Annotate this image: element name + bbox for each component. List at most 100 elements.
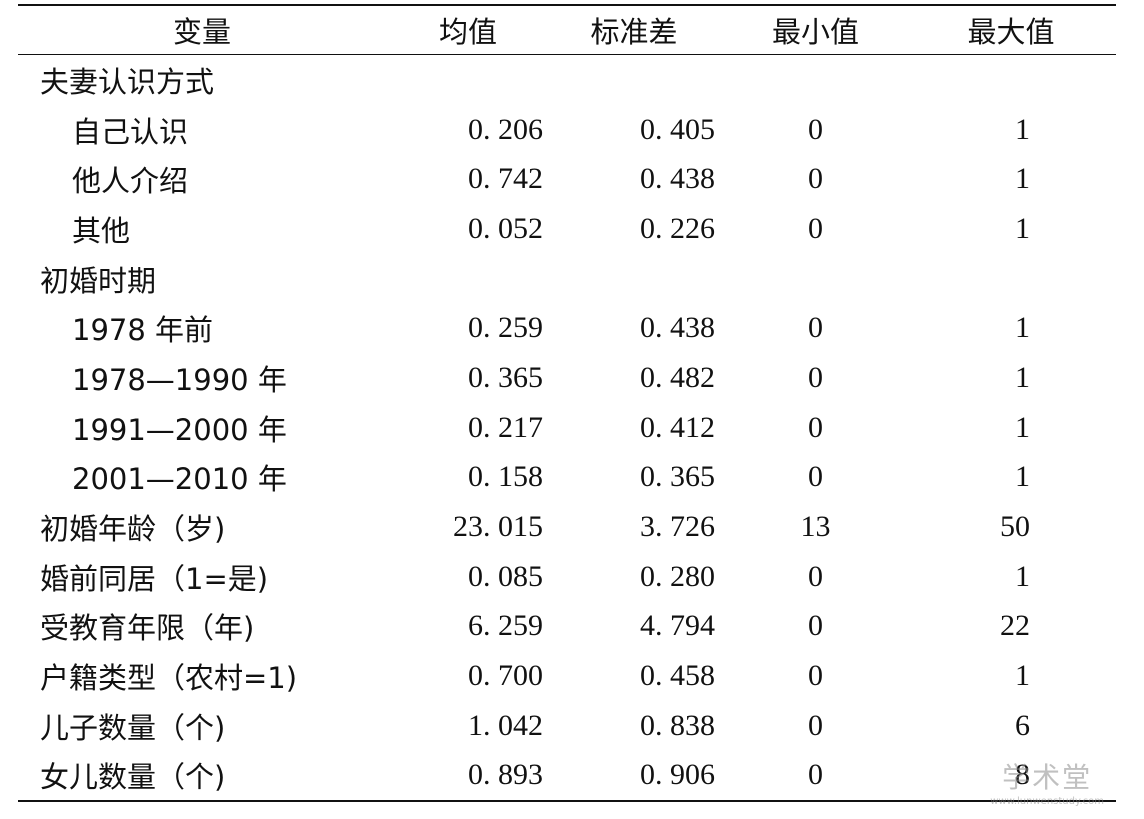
cell-max: 1 [1015, 211, 1030, 245]
row-label: 1978—1990 年 [72, 362, 287, 397]
cell-min: 0 [808, 311, 823, 345]
cell-min: 0 [808, 460, 823, 494]
table-row: 他人介绍 0. 742 0. 438 0 1 [18, 154, 1116, 204]
cell-std-dev: 0. 438 [640, 311, 715, 345]
table-row: 户籍类型（农村=1) 0. 700 0. 458 0 1 [18, 651, 1116, 701]
cell-mean: 0. 217 [468, 410, 543, 444]
cell-max: 8 [1015, 758, 1030, 792]
row-label: 1991—2000 年 [72, 412, 287, 447]
header-row: 变量 均值 标准差 最小值 最大值 [18, 5, 1116, 55]
table-row: 儿子数量（个) 1. 042 0. 838 0 6 [18, 701, 1116, 751]
cell-min: 0 [808, 609, 823, 643]
cell-max [906, 55, 1116, 105]
cell-std-dev: 0. 365 [640, 460, 715, 494]
cell-std-dev: 0. 226 [640, 211, 715, 245]
cell-min: 0 [808, 162, 823, 196]
row-label: 初婚年龄（岁) [40, 512, 226, 547]
table-row: 2001—2010 年 0. 158 0. 365 0 1 [18, 453, 1116, 503]
cell-mean [393, 55, 543, 105]
table-row: 夫妻认识方式 [18, 55, 1116, 105]
row-label: 婚前同居（1=是) [40, 561, 269, 596]
cell-mean: 0. 206 [468, 112, 543, 146]
cell-max: 50 [1000, 510, 1030, 544]
descriptive-statistics-table: 变量 均值 标准差 最小值 最大值 夫妻认识方式 自己认识 0. 206 0. 405… [18, 4, 1116, 802]
cell-mean: 0. 259 [468, 311, 543, 345]
cell-max: 6 [1015, 708, 1030, 742]
cell-max [906, 254, 1116, 304]
cell-std-dev: 0. 280 [640, 559, 715, 593]
cell-std-dev: 0. 438 [640, 162, 715, 196]
row-label: 初婚时期 [40, 263, 157, 298]
row-label: 其他 [72, 213, 131, 248]
cell-min [725, 55, 906, 105]
cell-max: 1 [1015, 460, 1030, 494]
cell-std-dev [543, 254, 725, 304]
cell-min: 0 [808, 758, 823, 792]
table-row: 其他 0. 052 0. 226 0 1 [18, 204, 1116, 254]
cell-min [725, 254, 906, 304]
cell-min: 0 [808, 112, 823, 146]
cell-max: 1 [1015, 559, 1030, 593]
row-label: 1978 年前 [72, 313, 214, 348]
cell-min: 13 [800, 510, 831, 544]
cell-mean: 0. 893 [468, 758, 543, 792]
table-row: 受教育年限（年) 6. 259 4. 794 0 22 [18, 602, 1116, 652]
cell-mean: 0. 365 [468, 360, 543, 394]
row-label: 2001—2010 年 [72, 462, 287, 497]
watermark-url-text: www.lunwenstudy.com [990, 796, 1104, 807]
table-row: 1978—1990 年 0. 365 0. 482 0 1 [18, 353, 1116, 403]
cell-max: 1 [1015, 360, 1030, 394]
cell-mean: 23. 015 [453, 510, 543, 544]
cell-max: 1 [1015, 659, 1030, 693]
table-row: 1978 年前 0. 259 0. 438 0 1 [18, 303, 1116, 353]
cell-mean: 0. 052 [468, 211, 543, 245]
cell-min: 0 [808, 708, 823, 742]
cell-mean: 1. 042 [468, 708, 543, 742]
row-label: 受教育年限（年) [40, 611, 255, 646]
table-row: 初婚年龄（岁) 23. 015 3. 726 13 50 [18, 502, 1116, 552]
cell-mean [393, 254, 543, 304]
row-label: 夫妻认识方式 [40, 64, 215, 99]
cell-std-dev: 0. 482 [640, 360, 715, 394]
cell-std-dev: 0. 838 [640, 708, 715, 742]
cell-mean: 0. 742 [468, 162, 543, 196]
header-std-dev: 标准差 [590, 15, 678, 49]
cell-std-dev: 0. 458 [640, 659, 715, 693]
watermark-logo: 学术堂 www.lunwenstudy.com [990, 756, 1104, 807]
cell-mean: 0. 158 [468, 460, 543, 494]
cell-max: 1 [1015, 311, 1030, 345]
cell-std-dev [543, 55, 725, 105]
header-min: 最小值 [771, 15, 859, 49]
cell-std-dev: 4. 794 [640, 609, 715, 643]
table-row: 1991—2000 年 0. 217 0. 412 0 1 [18, 403, 1116, 453]
header-mean: 均值 [438, 15, 497, 49]
cell-min: 0 [808, 659, 823, 693]
cell-min: 0 [808, 360, 823, 394]
cell-mean: 0. 085 [468, 559, 543, 593]
cell-max: 1 [1015, 112, 1030, 146]
statistics-table-container: 变量 均值 标准差 最小值 最大值 夫妻认识方式 自己认识 0. 206 0. 405… [18, 4, 1116, 802]
cell-mean: 0. 700 [468, 659, 543, 693]
cell-min: 0 [808, 559, 823, 593]
table-row: 初婚时期 [18, 254, 1116, 304]
table-row: 自己认识 0. 206 0. 405 0 1 [18, 105, 1116, 155]
cell-std-dev: 0. 906 [640, 758, 715, 792]
cell-std-dev: 0. 412 [640, 410, 715, 444]
table-row: 婚前同居（1=是) 0. 085 0. 280 0 1 [18, 552, 1116, 602]
cell-max: 22 [1000, 609, 1030, 643]
row-label: 他人介绍 [72, 164, 189, 199]
watermark-main-text: 学术堂 [1002, 761, 1093, 794]
cell-max: 1 [1015, 410, 1030, 444]
table-body: 夫妻认识方式 自己认识 0. 206 0. 405 0 1 他人介绍 0. 742 0. 438… [18, 55, 1116, 802]
row-label: 儿子数量（个) [40, 710, 226, 745]
row-label: 户籍类型（农村=1) [40, 661, 298, 696]
row-label: 自己认识 [72, 114, 189, 149]
header-max: 最大值 [967, 15, 1055, 49]
cell-max: 1 [1015, 162, 1030, 196]
table-row: 女儿数量（个) 0. 893 0. 906 0 8 [18, 751, 1116, 802]
cell-std-dev: 0. 405 [640, 112, 715, 146]
header-variable: 变量 [173, 15, 232, 49]
row-label: 女儿数量（个) [40, 760, 226, 795]
cell-std-dev: 3. 726 [640, 510, 715, 544]
cell-mean: 6. 259 [468, 609, 543, 643]
